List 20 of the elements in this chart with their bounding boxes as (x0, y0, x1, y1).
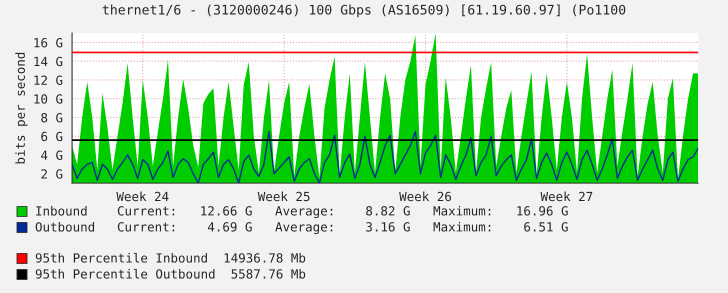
y-tick-label: 2 G (41, 169, 62, 179)
legend-label: 95th Percentile Outbound 5587.76 Mb (36, 268, 306, 279)
text: Current: 4.69 G Average: 3.16 G Maximum: 6.51 G (118, 222, 568, 234)
legend-label: 95th Percentile Inbound 14936.78 Mb (36, 252, 306, 263)
y-tick-label: 14 G (34, 56, 62, 66)
y-tick-label: 16 G (34, 38, 62, 48)
y-tick-label: 6 G (41, 132, 62, 142)
y-tick-label: 8 G (41, 113, 62, 122)
y-tick-label: 12 G (34, 75, 62, 85)
x-tick-label: Week 26 (399, 192, 452, 202)
y-tick-label: 4 G (41, 150, 62, 160)
y-axis-title: bits per second (15, 52, 28, 164)
x-tick-label: Week 27 (540, 192, 592, 202)
y-tick-label: 10 G (34, 94, 62, 104)
legend-label: Inbound (36, 206, 87, 216)
chart-title: thernet1/6 - (3120000246) 100 Gbps (AS16509) [61.19.60.97] (Po1100 (102, 4, 626, 18)
x-tick-label: Week 24 (116, 192, 168, 202)
x-tick-label: Week 25 (258, 192, 310, 202)
legend-label: Outbound (36, 222, 94, 232)
text: Current: 12.66 G Average: 8.82 G Maximum: 16.96 G (118, 206, 568, 218)
